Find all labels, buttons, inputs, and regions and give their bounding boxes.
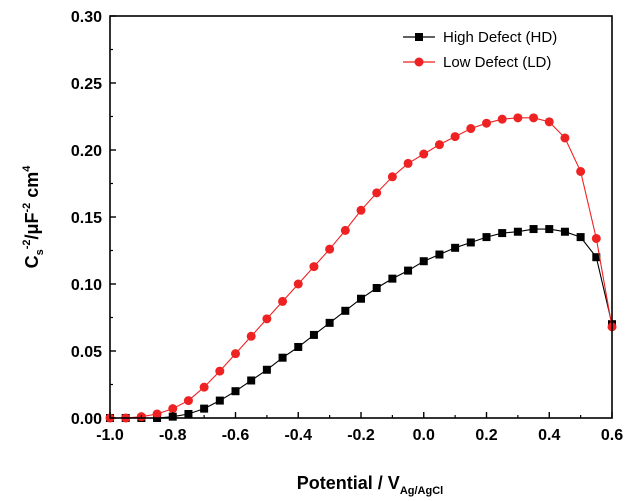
data-point-hd	[498, 229, 507, 238]
data-point-hd	[404, 266, 413, 275]
y-tick-label: 0.00	[71, 411, 102, 428]
x-tick-label: -1.0	[96, 427, 124, 444]
axes: -1.0 -0.8 -0.6 -0.4 -0.2 0.0 0.2 0.4 0.6 0.00 0.05…	[71, 9, 623, 444]
data-point-hd	[215, 396, 224, 405]
x-tick-label: 0.4	[538, 427, 560, 444]
data-point-ld	[450, 132, 460, 142]
y-axis-title-sub: s	[34, 249, 46, 255]
data-point-ld	[168, 404, 178, 414]
data-point-ld	[403, 158, 413, 168]
data-point-ld	[529, 113, 539, 123]
data-point-hd	[419, 257, 428, 266]
x-tick-label: -0.8	[159, 427, 187, 444]
data-point-hd	[309, 330, 318, 339]
data-point-ld	[199, 382, 209, 392]
data-point-hd	[200, 404, 209, 413]
data-point-hd	[262, 365, 271, 374]
data-point-ld	[372, 188, 382, 198]
data-point-hd	[466, 238, 475, 247]
plot-frame	[109, 15, 613, 419]
data-point-hd	[341, 306, 350, 315]
y-axis-title: Cs-2/μF-2 cm4	[21, 165, 46, 269]
y-tick-label: 0.20	[71, 143, 102, 160]
data-point-hd	[592, 253, 601, 262]
x-axis-title-sub: Ag/AgCl	[400, 485, 443, 497]
data-point-ld	[576, 166, 586, 176]
x-axis-title: Potential / VAg/AgCl	[297, 473, 443, 497]
data-point-hd	[325, 318, 334, 327]
data-point-hd	[372, 284, 381, 293]
data-point-hd	[513, 227, 522, 236]
x-tick-label: 0.6	[601, 427, 623, 444]
series-line-hd	[110, 228, 613, 419]
data-point-ld	[152, 409, 162, 419]
legend-marker-ld	[414, 57, 424, 67]
x-tick-label: 0.2	[475, 427, 497, 444]
data-point-hd	[247, 376, 256, 385]
y-tick-label: 0.10	[71, 277, 102, 294]
data-point-hd	[388, 274, 397, 283]
x-tick-label: 0.0	[413, 427, 435, 444]
data-point-ld	[544, 117, 554, 127]
y-tick-label: 0.30	[71, 9, 102, 26]
y-axis-title-c: C	[22, 255, 42, 268]
y-axis-title-mid: /μF	[22, 213, 42, 240]
legend-label-hd: High Defect (HD)	[443, 29, 557, 46]
data-point-ld	[497, 114, 507, 124]
series-line-ld	[110, 117, 613, 419]
data-point-ld	[419, 149, 429, 159]
x-tick-label: -0.2	[347, 427, 375, 444]
data-point-ld	[387, 172, 397, 182]
data-point-hd	[184, 409, 193, 418]
legend: High Defect (HD) Low Defect (LD)	[403, 29, 557, 71]
y-axis-title-sup1: -2	[21, 240, 33, 250]
data-point-ld	[340, 225, 350, 235]
data-point-ld	[591, 233, 601, 243]
y-tick-label: 0.15	[71, 210, 102, 227]
data-point-ld	[356, 205, 366, 215]
data-point-ld	[560, 133, 570, 143]
y-tick-label: 0.05	[71, 344, 102, 361]
data-point-ld	[262, 314, 272, 324]
data-point-hd	[278, 353, 287, 362]
data-point-hd	[294, 342, 303, 351]
y-axis-title-cm: cm	[22, 172, 42, 203]
data-point-hd	[576, 233, 585, 242]
data-point-ld	[513, 113, 523, 123]
data-point-ld	[215, 366, 225, 376]
legend-label-ld: Low Defect (LD)	[443, 54, 551, 71]
data-point-ld	[231, 349, 240, 359]
data-point-ld	[309, 262, 319, 272]
data-point-ld	[325, 244, 335, 254]
x-tick-label: -0.6	[222, 427, 250, 444]
y-axis-title-sup3: 4	[21, 165, 33, 172]
data-point-hd	[435, 250, 444, 259]
data-point-ld	[466, 124, 476, 134]
data-point-ld	[183, 396, 193, 406]
y-axis-title-sup2: -2	[21, 203, 33, 213]
x-tick-label: -0.4	[284, 427, 312, 444]
data-point-hd	[545, 225, 554, 234]
x-axis-title-main: Potential / V	[297, 473, 400, 493]
data-point-hd	[451, 243, 460, 252]
data-point-hd	[482, 233, 491, 242]
data-point-hd	[357, 294, 365, 303]
data-point-ld	[293, 279, 303, 289]
data-point-ld	[278, 296, 288, 306]
plot-area	[105, 113, 617, 423]
data-point-hd	[560, 227, 569, 236]
data-point-ld	[246, 331, 256, 341]
y-tick-label: 0.25	[71, 76, 102, 93]
legend-marker-hd	[415, 33, 423, 41]
data-point-ld	[482, 118, 491, 128]
data-point-hd	[529, 225, 538, 234]
data-point-ld	[434, 140, 444, 150]
data-point-hd	[231, 387, 240, 396]
